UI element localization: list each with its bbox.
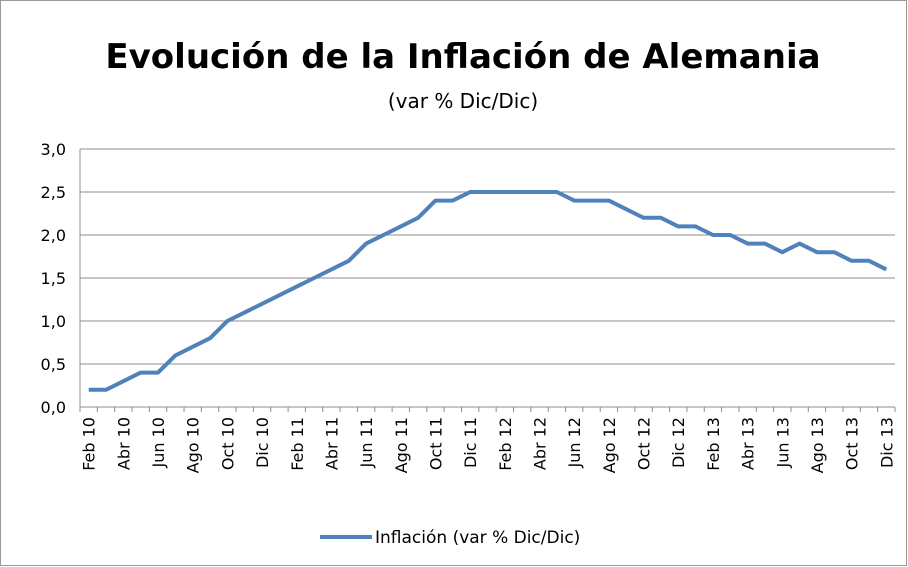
x-tick-label: Jun 10 xyxy=(149,417,168,468)
x-tick-label: Ago 12 xyxy=(600,417,619,473)
legend-label: Inflación (var % Dic/Dic) xyxy=(375,528,580,548)
x-tick-label: Oct 10 xyxy=(218,417,237,470)
x-tick-label: Oct 13 xyxy=(843,417,862,470)
x-tick-label: Ago 13 xyxy=(808,417,827,473)
x-tick-label: Dic 11 xyxy=(461,417,480,468)
line-series xyxy=(88,190,888,392)
x-tick-label: Jun 13 xyxy=(773,417,792,468)
y-tick-label: 2,0 xyxy=(41,226,66,245)
y-tick-label: 2,5 xyxy=(41,183,66,202)
x-tick-label: Dic 10 xyxy=(253,417,272,468)
x-tick-label: Feb 13 xyxy=(704,417,723,471)
x-tick-label: Oct 11 xyxy=(426,417,445,470)
x-tick-label: Feb 10 xyxy=(80,417,99,471)
y-tick-label: 1,5 xyxy=(41,269,66,288)
chart-title: Evolución de la Inflación de Alemania xyxy=(105,37,820,77)
x-tick-label: Abr 10 xyxy=(114,417,133,470)
x-tick-label: Dic 13 xyxy=(877,417,896,468)
x-tick-label: Ago 10 xyxy=(184,417,203,473)
x-tick-label: Feb 11 xyxy=(288,417,307,471)
x-tick-label: Feb 12 xyxy=(496,417,515,471)
x-tick-label: Abr 13 xyxy=(739,417,758,470)
y-tick-label: 3,0 xyxy=(41,140,66,159)
x-tick-label: Ago 11 xyxy=(392,417,411,473)
y-tick-label: 0,0 xyxy=(41,398,66,417)
chart-subtitle: (var % Dic/Dic) xyxy=(388,89,538,113)
x-tick-label: Jun 12 xyxy=(565,417,584,468)
x-tick-label: Dic 12 xyxy=(669,417,688,468)
y-tick-label: 1,0 xyxy=(41,312,66,331)
x-tick-label: Abr 12 xyxy=(531,417,550,470)
x-tick-label: Oct 12 xyxy=(635,417,654,470)
y-tick-label: 0,5 xyxy=(41,355,66,374)
x-tick-label: Jun 11 xyxy=(357,417,376,468)
x-tick-label: Abr 11 xyxy=(322,417,341,470)
